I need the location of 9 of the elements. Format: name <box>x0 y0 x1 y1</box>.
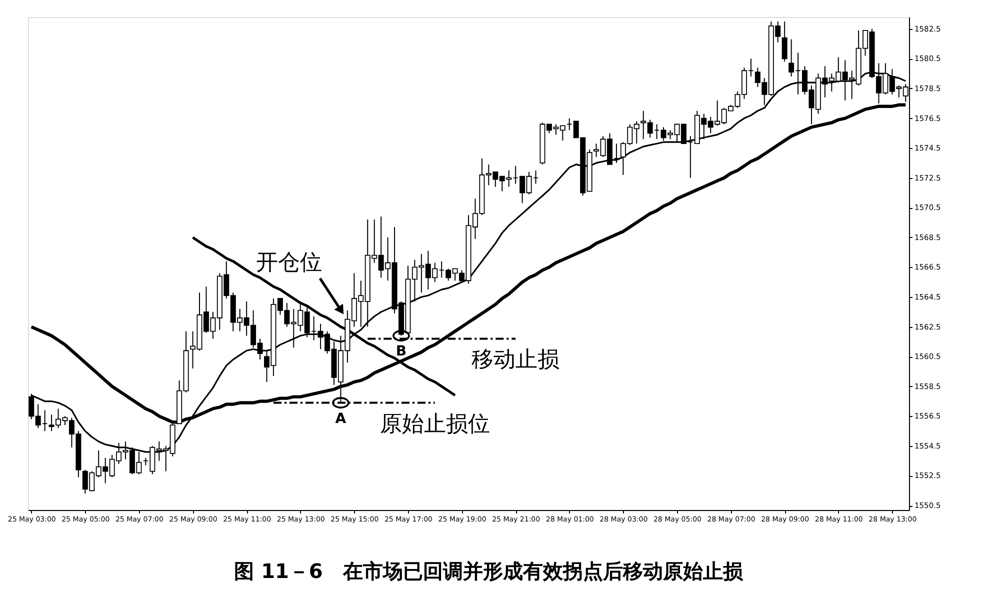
annotation: 开仓位 <box>256 250 322 276</box>
text: 图 11－6 在市场已回调并形成有效拐点后移动原始止损 <box>234 559 744 583</box>
series-label: 移动止损 <box>472 348 560 373</box>
annotation: A <box>335 410 346 427</box>
series-label: 原始止损位 <box>380 412 490 437</box>
candlestick <box>782 20 788 62</box>
candlestick <box>566 118 572 131</box>
line-series <box>191 236 456 397</box>
annotation: B <box>396 344 407 360</box>
